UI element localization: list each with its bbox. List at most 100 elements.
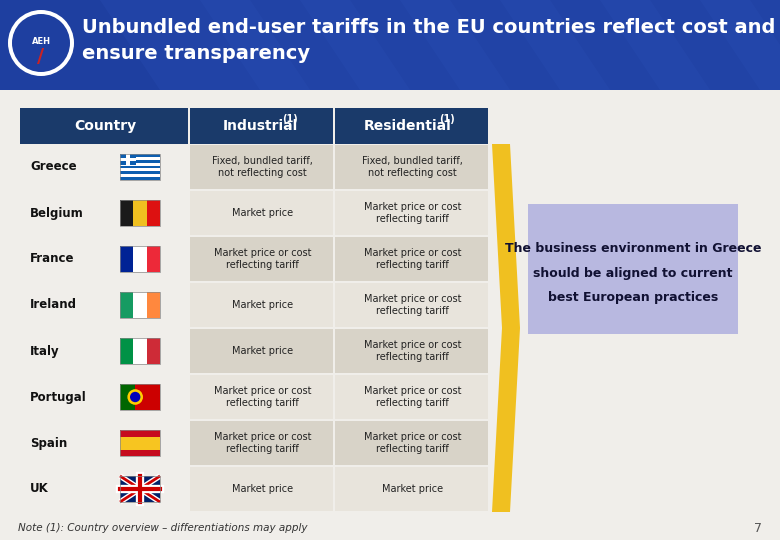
Bar xyxy=(120,384,135,410)
Bar xyxy=(120,200,160,226)
Text: Market price or cost
reflecting tariff: Market price or cost reflecting tariff xyxy=(363,386,461,408)
Text: Market price or cost
reflecting tariff: Market price or cost reflecting tariff xyxy=(214,386,311,408)
Text: Fixed, bundled tariff,
not reflecting cost: Fixed, bundled tariff, not reflecting co… xyxy=(362,156,463,178)
Bar xyxy=(120,430,160,456)
Bar xyxy=(133,292,147,318)
Bar xyxy=(335,329,488,373)
Text: Industrial: Industrial xyxy=(222,119,298,133)
Polygon shape xyxy=(492,144,520,512)
Text: Belgium: Belgium xyxy=(30,206,83,219)
Bar xyxy=(120,158,136,161)
Bar xyxy=(120,154,160,180)
Text: Note (1): Country overview – differentiations may apply: Note (1): Country overview – differentia… xyxy=(18,523,307,533)
Bar xyxy=(120,166,160,168)
Text: Market price or cost
reflecting tariff: Market price or cost reflecting tariff xyxy=(214,248,311,270)
Text: Fixed, bundled tariff,
not reflecting cost: Fixed, bundled tariff, not reflecting co… xyxy=(212,156,313,178)
Text: Market price: Market price xyxy=(382,484,443,494)
Bar xyxy=(147,200,160,226)
Bar xyxy=(120,338,160,364)
Text: Market price: Market price xyxy=(232,484,293,494)
Text: Spain: Spain xyxy=(30,436,67,449)
Bar xyxy=(335,467,488,511)
Text: Market price or cost
reflecting tariff: Market price or cost reflecting tariff xyxy=(363,340,461,362)
Bar xyxy=(0,0,780,90)
Bar xyxy=(120,384,160,410)
Text: Greece: Greece xyxy=(30,160,76,173)
Bar xyxy=(190,421,333,465)
Bar xyxy=(335,283,488,327)
Text: Residential: Residential xyxy=(364,119,452,133)
Text: Country: Country xyxy=(74,119,136,133)
Text: Market price or cost
reflecting tariff: Market price or cost reflecting tariff xyxy=(363,248,461,270)
Bar xyxy=(120,436,160,449)
Polygon shape xyxy=(500,0,710,90)
Bar xyxy=(120,168,160,171)
Bar xyxy=(120,338,133,364)
Bar xyxy=(120,163,160,166)
Text: Market price or cost
reflecting tariff: Market price or cost reflecting tariff xyxy=(363,294,461,316)
Polygon shape xyxy=(300,0,510,90)
Bar xyxy=(120,449,160,456)
Polygon shape xyxy=(600,0,780,90)
Text: Ireland: Ireland xyxy=(30,299,77,312)
Bar xyxy=(120,246,133,272)
Bar xyxy=(190,467,333,511)
Bar xyxy=(120,160,160,163)
Bar xyxy=(528,204,738,334)
Text: Market price or cost
reflecting tariff: Market price or cost reflecting tariff xyxy=(214,432,311,454)
Bar xyxy=(120,200,133,226)
Bar xyxy=(335,145,488,189)
Bar xyxy=(190,283,333,327)
Bar xyxy=(190,145,333,189)
Bar xyxy=(120,476,160,502)
Text: Portugal: Portugal xyxy=(30,390,87,403)
Bar xyxy=(133,200,147,226)
Bar xyxy=(335,108,488,144)
Bar xyxy=(120,154,160,157)
Bar xyxy=(0,90,780,540)
Bar xyxy=(335,421,488,465)
Bar xyxy=(120,430,160,436)
Polygon shape xyxy=(200,0,410,90)
Bar xyxy=(126,154,130,165)
Text: Italy: Italy xyxy=(30,345,59,357)
Bar xyxy=(190,375,333,419)
Text: France: France xyxy=(30,253,75,266)
Bar xyxy=(147,338,160,364)
Text: (1): (1) xyxy=(439,114,455,124)
Bar xyxy=(20,108,188,144)
Circle shape xyxy=(130,392,140,402)
Bar xyxy=(335,237,488,281)
Text: Market price or cost
reflecting tariff: Market price or cost reflecting tariff xyxy=(363,202,461,224)
Bar xyxy=(120,476,160,502)
Bar xyxy=(120,292,160,318)
Text: (1): (1) xyxy=(282,114,298,124)
Text: ensure transparency: ensure transparency xyxy=(82,44,310,63)
Bar xyxy=(133,338,147,364)
Bar xyxy=(335,191,488,235)
Bar xyxy=(190,329,333,373)
Text: Market price: Market price xyxy=(232,300,293,310)
Bar xyxy=(120,154,136,165)
Circle shape xyxy=(8,10,74,76)
Text: should be aligned to current: should be aligned to current xyxy=(534,267,732,280)
Text: /: / xyxy=(37,47,44,66)
Bar xyxy=(190,108,333,144)
Bar xyxy=(147,246,160,272)
Bar xyxy=(120,246,160,272)
Bar xyxy=(190,191,333,235)
Text: Market price: Market price xyxy=(232,208,293,218)
Bar xyxy=(120,292,133,318)
Polygon shape xyxy=(400,0,610,90)
Bar xyxy=(120,177,160,180)
Bar xyxy=(133,246,147,272)
Text: Market price: Market price xyxy=(232,346,293,356)
Bar xyxy=(335,375,488,419)
Circle shape xyxy=(12,14,70,72)
Text: UK: UK xyxy=(30,483,48,496)
Bar xyxy=(135,384,160,410)
Bar xyxy=(190,237,333,281)
Bar xyxy=(147,292,160,318)
Text: Market price or cost
reflecting tariff: Market price or cost reflecting tariff xyxy=(363,432,461,454)
Text: 7: 7 xyxy=(754,522,762,535)
